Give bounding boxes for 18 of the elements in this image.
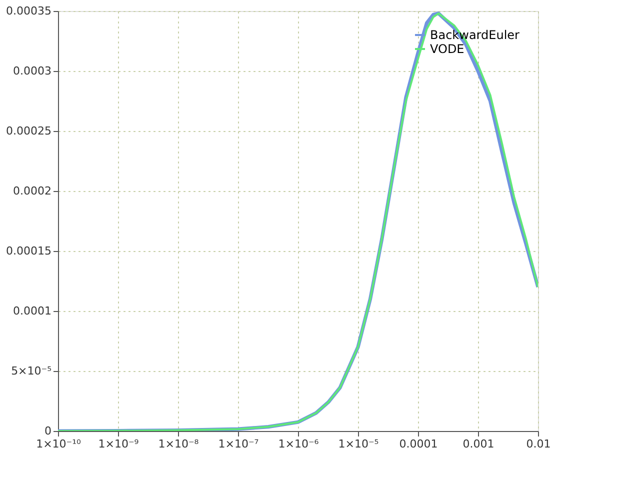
y-tick-label: 0.00025 bbox=[6, 124, 52, 138]
x-tick-label: 0.001 bbox=[462, 438, 494, 450]
y-tick-label: 5×10⁻⁵ bbox=[11, 364, 52, 378]
x-tick-label: 1×10⁻⁵ bbox=[338, 438, 379, 450]
x-tick-label: 1×10⁻⁸ bbox=[158, 438, 200, 450]
x-tick-label: 1×10⁻⁹ bbox=[98, 438, 139, 450]
y-tick-label: 0.00015 bbox=[6, 244, 52, 258]
y-tick-label: 0.0002 bbox=[13, 184, 52, 198]
y-tick-label: 0.0003 bbox=[13, 64, 52, 78]
legend-label: VODE bbox=[430, 42, 464, 56]
x-tick-label: 1×10⁻⁷ bbox=[218, 438, 259, 450]
x-tick-label: 0.0001 bbox=[399, 438, 438, 450]
y-tick-label: 0 bbox=[44, 424, 52, 438]
x-tick-label: 0.01 bbox=[526, 438, 551, 450]
x-tick-label: 1×10⁻⁶ bbox=[278, 438, 320, 450]
x-tick-label: 1×10⁻¹⁰ bbox=[36, 438, 82, 450]
y-tick-label: 0.0001 bbox=[13, 304, 52, 318]
y-tick-label: 0.00035 bbox=[6, 4, 52, 18]
